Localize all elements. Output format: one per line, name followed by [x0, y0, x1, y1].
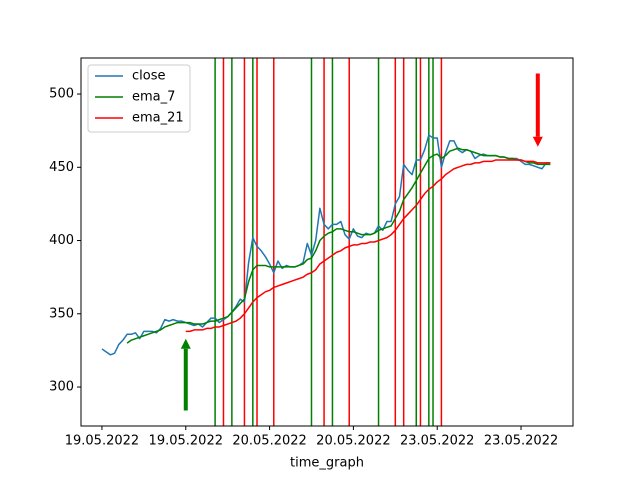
arrow-head	[532, 136, 543, 147]
x-tick-label: 23.05.2022	[484, 434, 558, 449]
arrow-head	[180, 338, 191, 349]
y-tick-label: 450	[49, 160, 74, 175]
series-line	[185, 159, 551, 333]
series-line	[101, 134, 551, 356]
legend-label: close	[132, 69, 165, 84]
series-line	[126, 147, 551, 344]
plot-frame	[80, 57, 574, 427]
x-tick-label: 19.05.2022	[149, 434, 223, 449]
x-tick-label: 23.05.2022	[400, 434, 474, 449]
x-tick-label: 20.05.2022	[316, 434, 390, 449]
x-tick-label: 19.05.2022	[65, 434, 139, 449]
legend-label: ema_7	[132, 90, 175, 105]
arrow	[180, 338, 191, 411]
y-tick-label: 500	[49, 87, 74, 102]
y-tick-label: 400	[49, 233, 74, 248]
x-axis-label: time_graph	[290, 456, 364, 471]
arrow	[532, 73, 543, 147]
y-tick-label: 350	[49, 306, 74, 321]
y-tick-label: 300	[49, 380, 74, 395]
x-tick-label: 20.05.2022	[232, 434, 306, 449]
legend-box	[87, 64, 191, 133]
legend-label: ema_21	[132, 111, 184, 126]
